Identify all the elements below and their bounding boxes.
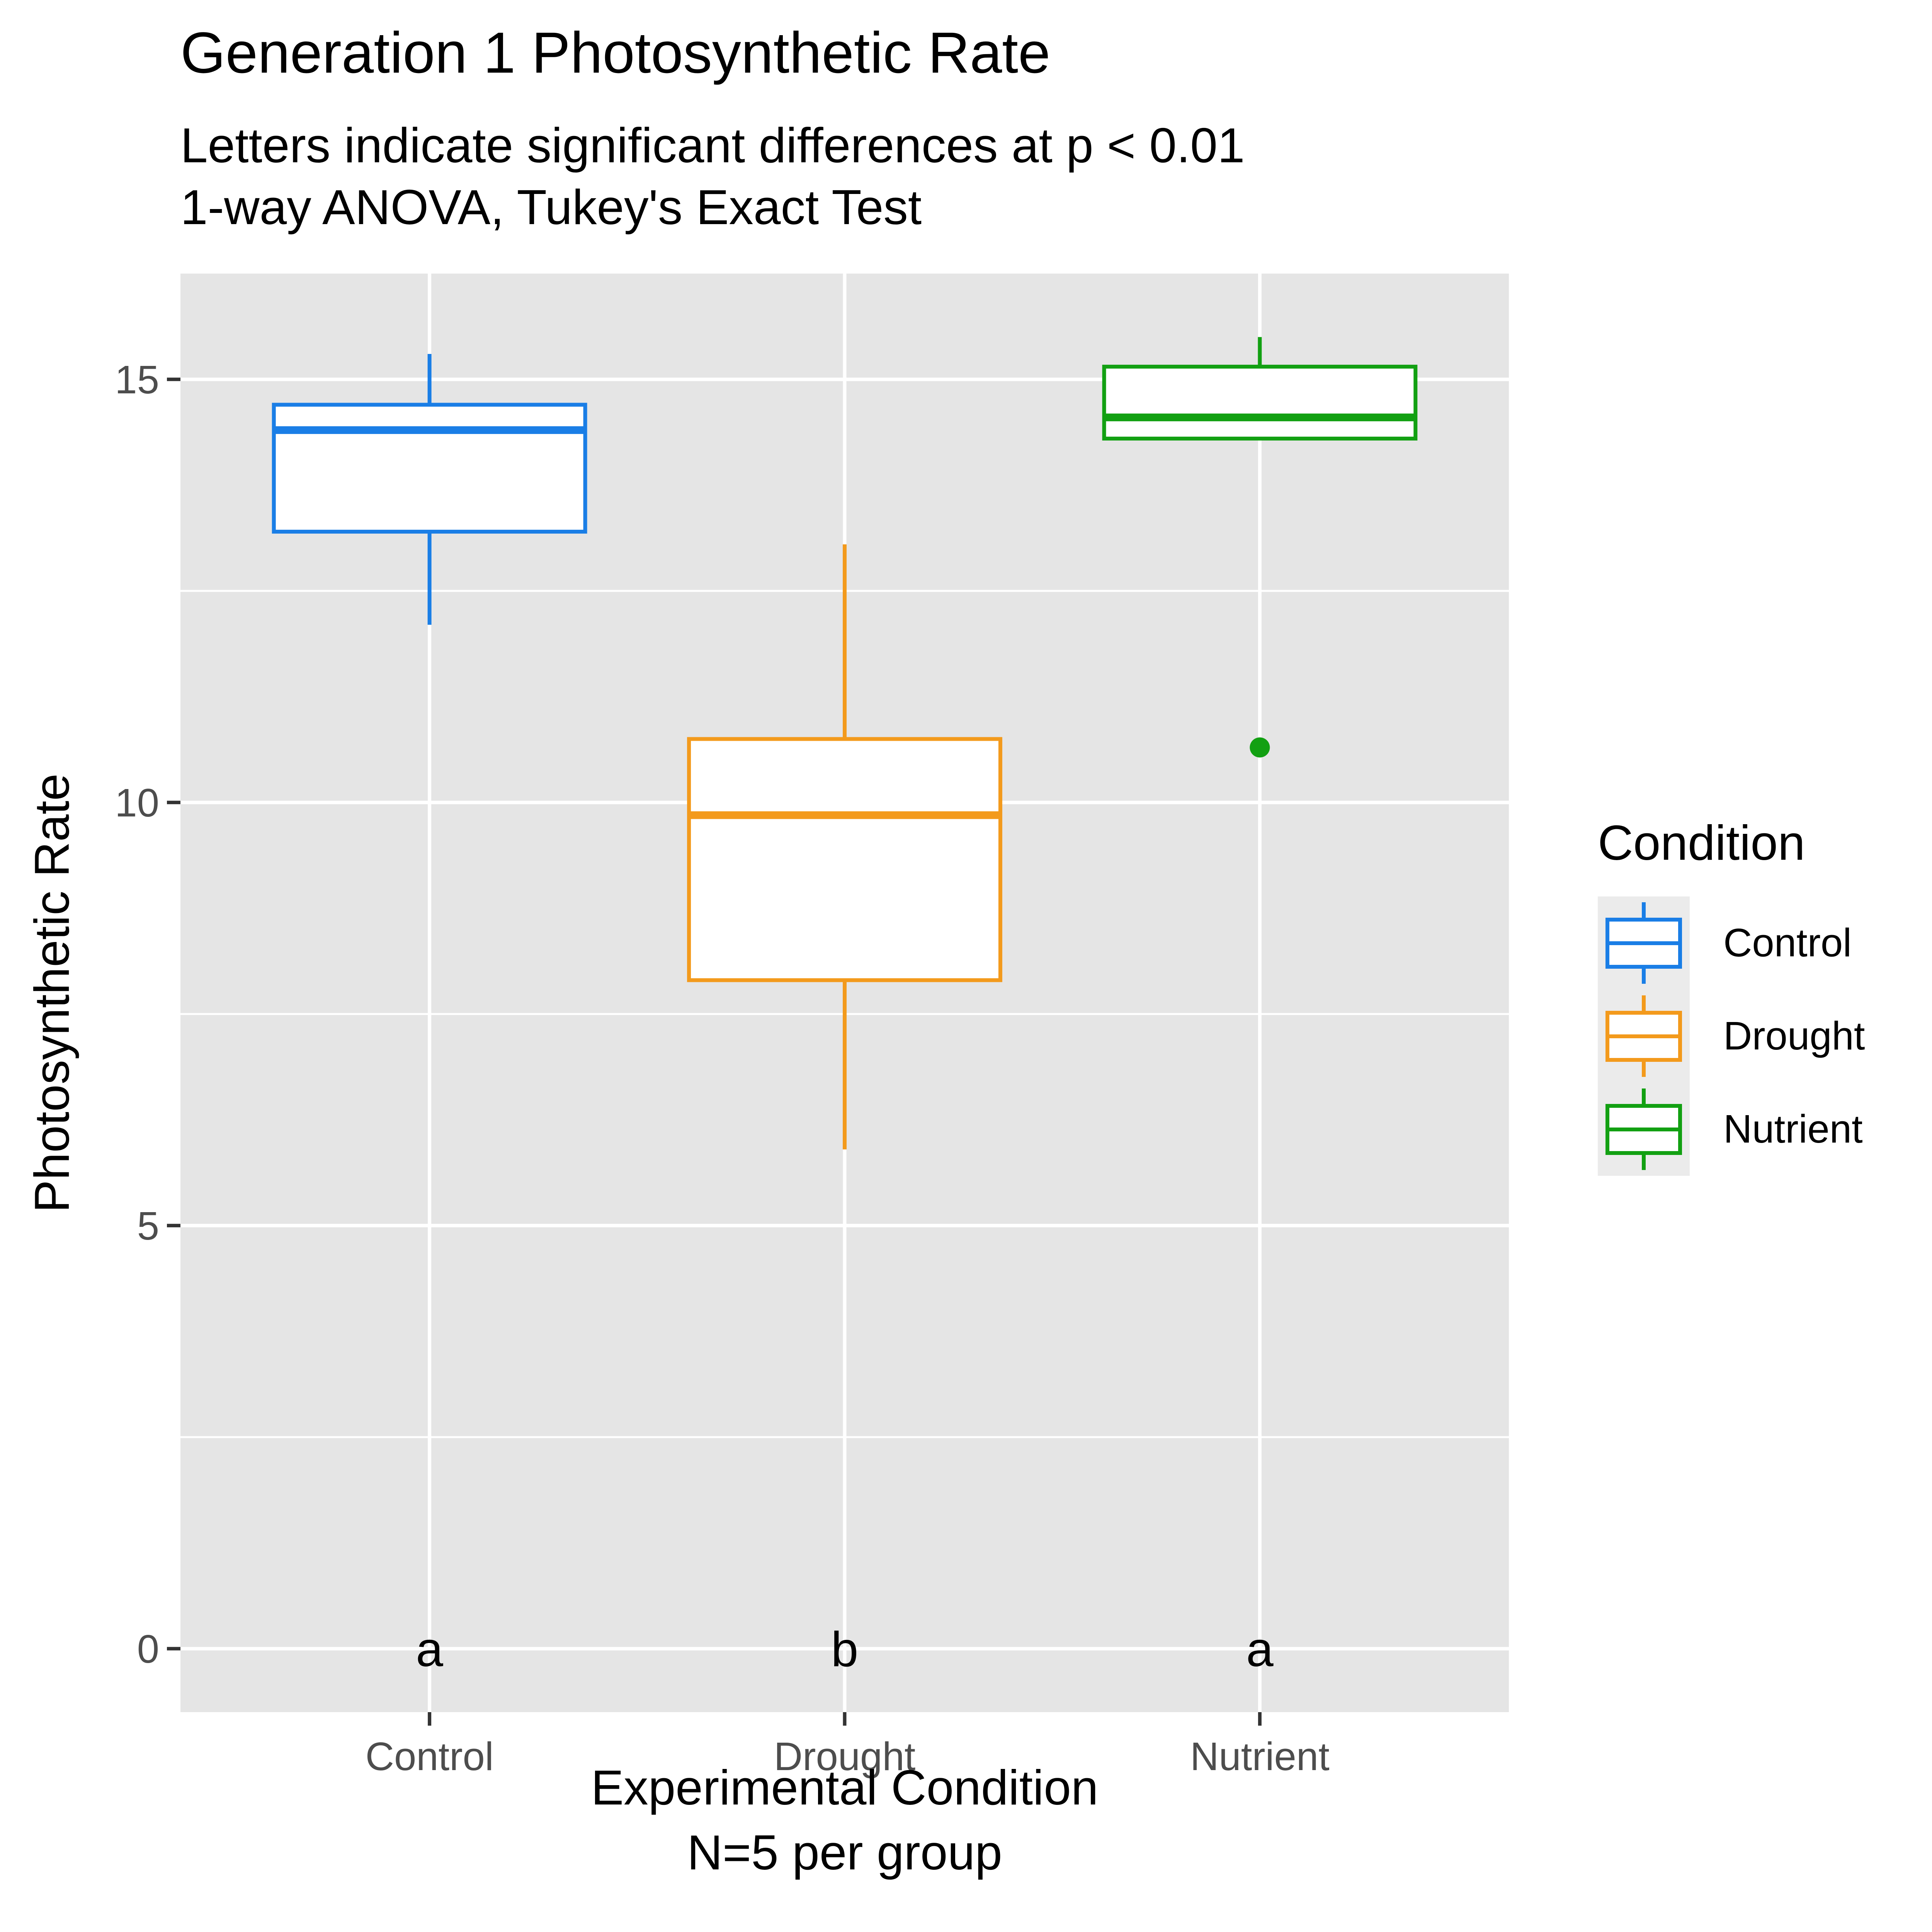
- x-axis: Control Drought Nutrient: [366, 1712, 1330, 1779]
- legend-item-control: Control: [1605, 902, 1852, 984]
- x-axis-label-line-2: N=5 per group: [687, 1825, 1002, 1880]
- y-axis-label: Photosynthetic Rate: [24, 774, 79, 1213]
- chart-subtitle-line-2: 1-way ANOVA, Tukey's Exact Test: [180, 180, 922, 235]
- x-tick-label: Control: [366, 1734, 494, 1779]
- y-tick-label: 5: [137, 1204, 159, 1248]
- box-nutrient: [1102, 337, 1418, 758]
- y-tick-label: 0: [137, 1627, 159, 1671]
- legend-item-nutrient: Nutrient: [1605, 1088, 1863, 1170]
- box-control: [272, 354, 587, 625]
- outlier-point: [1250, 737, 1270, 758]
- legend-item-drought: Drought: [1605, 995, 1865, 1077]
- legend-label: Drought: [1723, 1014, 1865, 1058]
- box-iqr: [272, 403, 587, 534]
- legend: Condition Control Drought Nutrient: [1598, 815, 1865, 1176]
- x-tick-label: Drought: [774, 1734, 915, 1779]
- legend-label: Nutrient: [1723, 1107, 1863, 1151]
- chart-title: Generation 1 Photosynthetic Rate: [180, 20, 1050, 85]
- box-iqr: [687, 737, 1002, 982]
- significance-letter: b: [831, 1622, 859, 1677]
- legend-title: Condition: [1598, 815, 1805, 870]
- significance-letter: a: [416, 1622, 443, 1677]
- chart-subtitle-line-1: Letters indicate significant differences…: [180, 118, 1245, 173]
- x-axis-label-line-1: Experimental Condition: [591, 1760, 1098, 1815]
- significance-letter: a: [1246, 1622, 1274, 1677]
- legend-items: Control Drought Nutrient: [1605, 902, 1865, 1170]
- box-iqr: [1102, 364, 1418, 441]
- box-drought: [687, 544, 1002, 1150]
- y-tick-label: 15: [115, 357, 159, 402]
- y-axis: 0 5 10 15: [115, 357, 180, 1671]
- y-tick-label: 10: [115, 781, 159, 825]
- boxes: [272, 337, 1418, 1150]
- legend-label: Control: [1723, 920, 1852, 965]
- x-tick-label: Nutrient: [1190, 1734, 1330, 1779]
